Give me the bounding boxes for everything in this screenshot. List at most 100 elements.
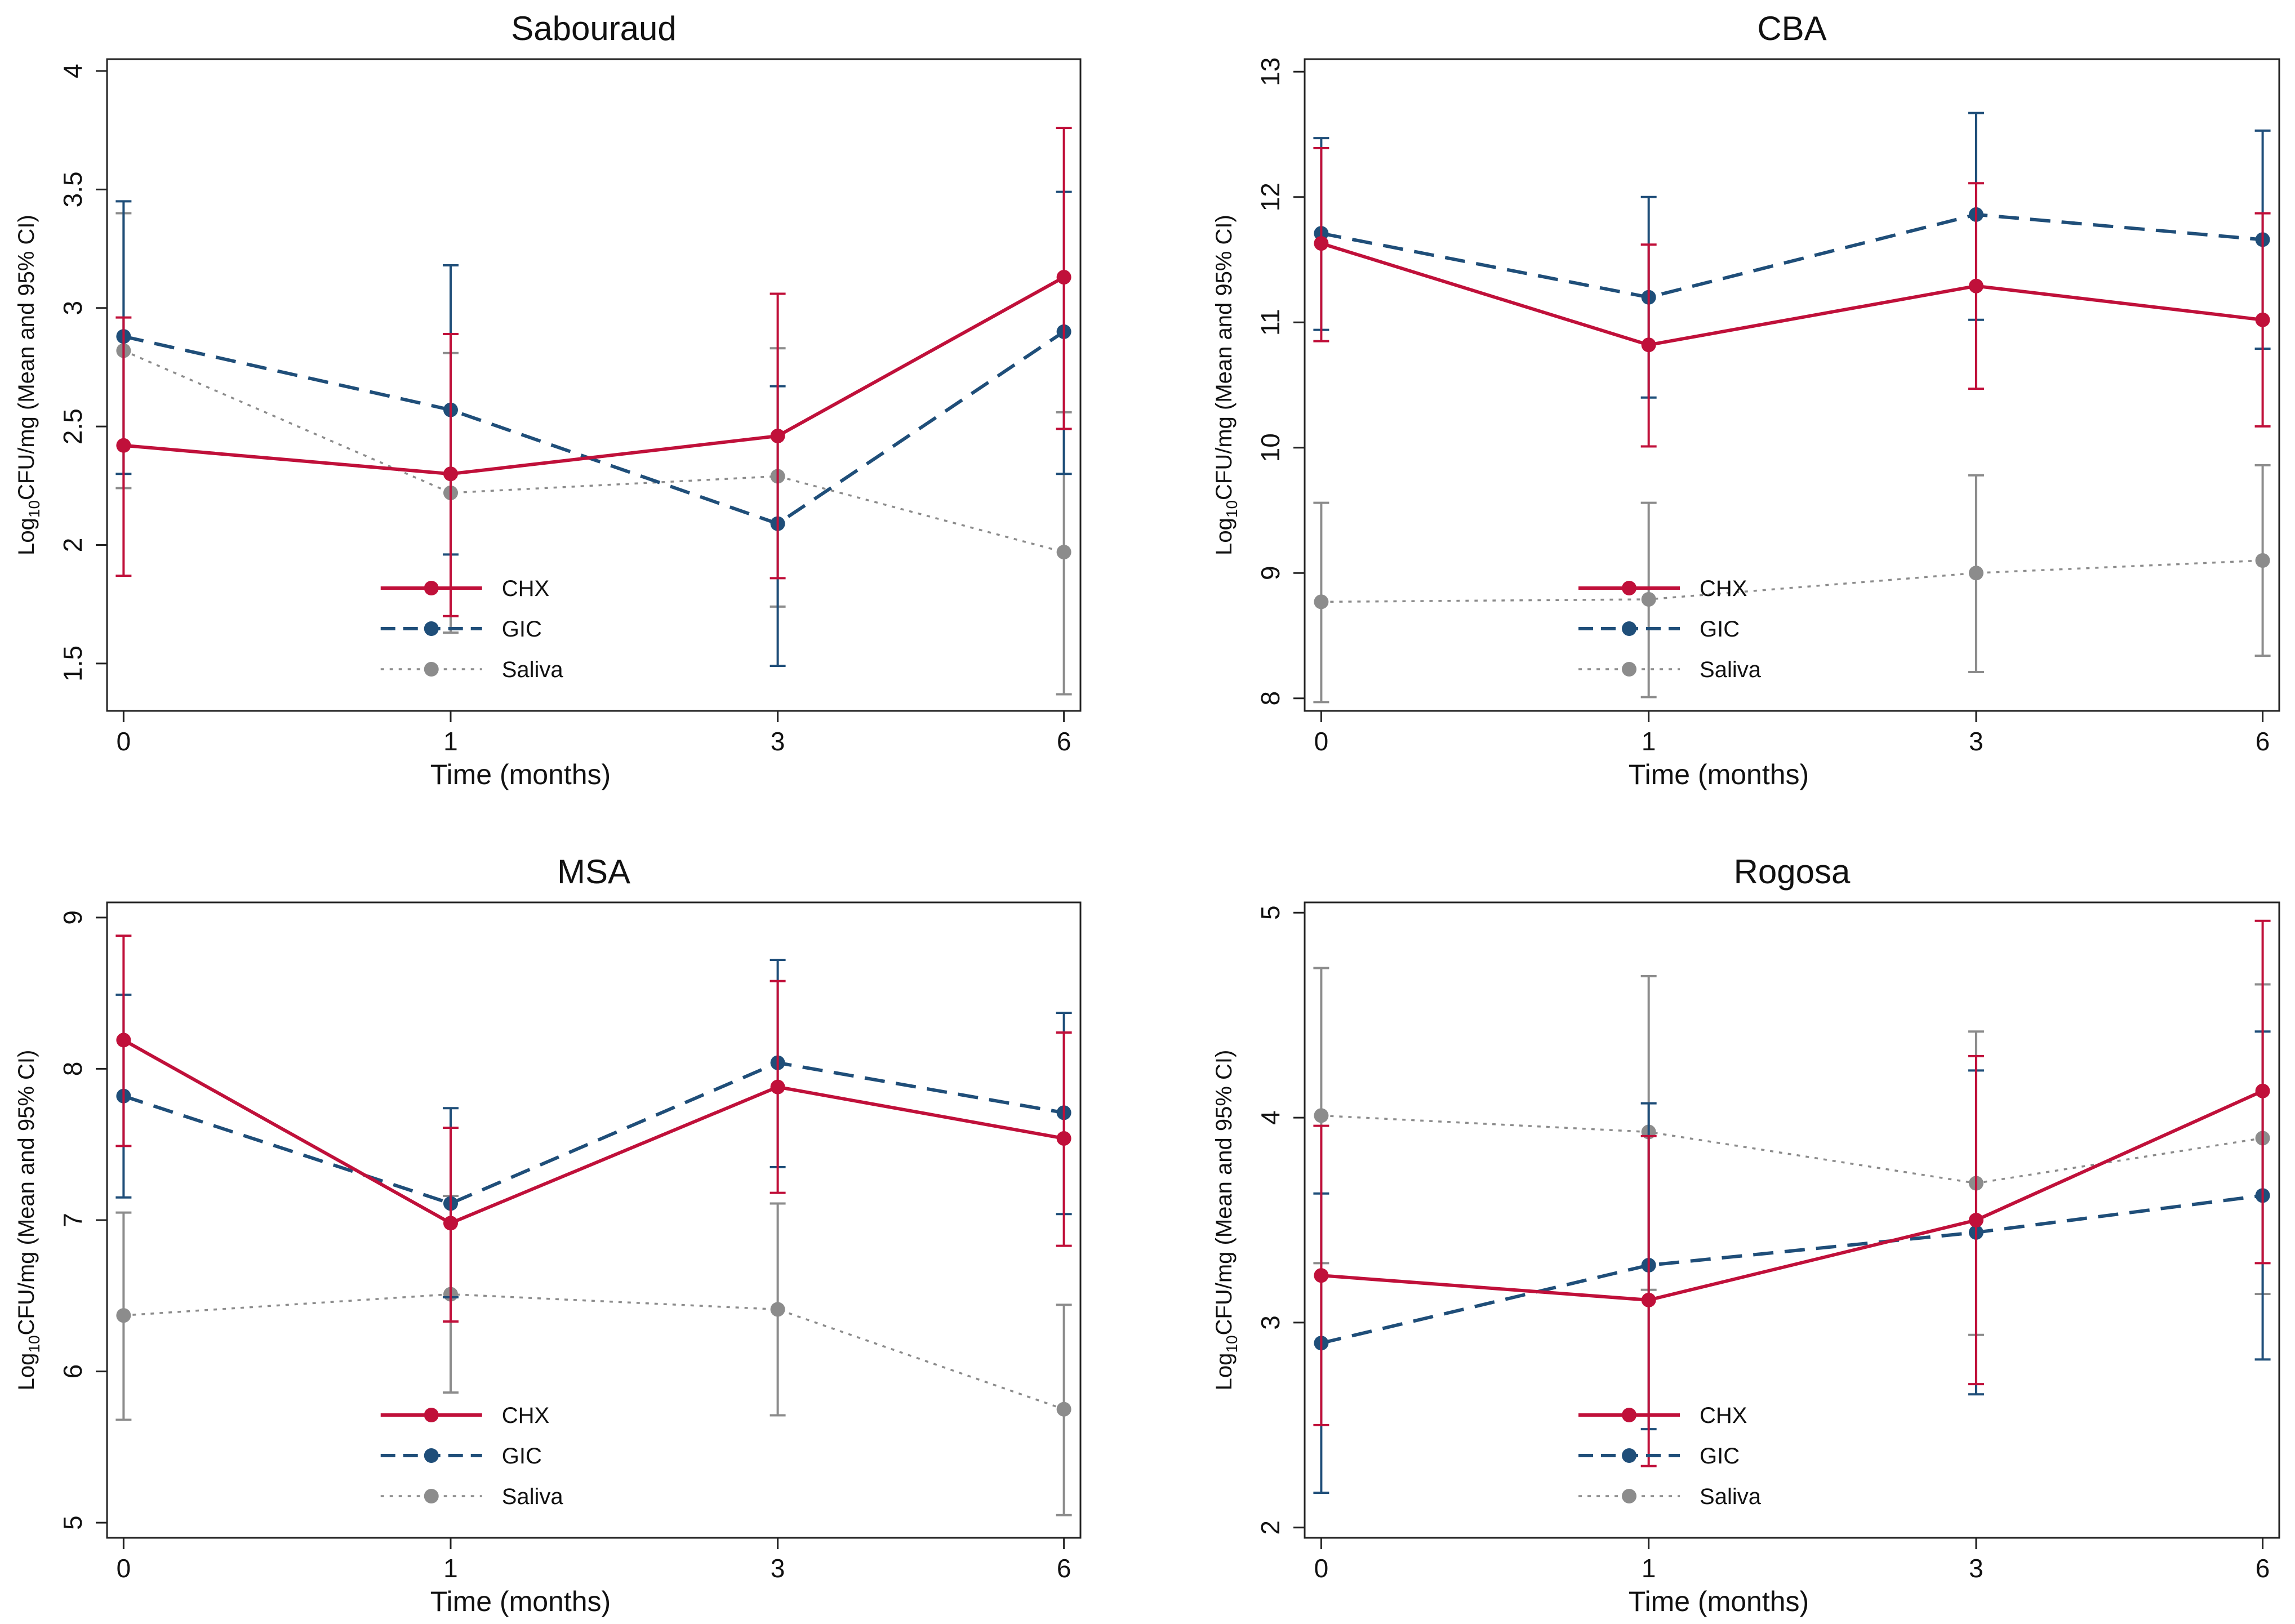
x-axis-label: Time (months)	[430, 759, 611, 790]
point-saliva-t0	[1314, 594, 1329, 609]
chart-title: MSA	[557, 853, 630, 891]
point-chx-t1	[1641, 337, 1656, 353]
series-line-chx	[1321, 1089, 2263, 1302]
series-chx	[1313, 919, 2271, 1467]
legend-label-gic: GIC	[502, 1444, 542, 1469]
x-tick-label: 6	[2256, 727, 2270, 756]
series-line-saliva	[123, 1293, 1065, 1411]
x-tick-label: 0	[1314, 727, 1329, 756]
y-tick-label: 4	[1256, 1110, 1285, 1125]
point-chx-t3	[770, 1079, 785, 1094]
series-line-saliva	[1321, 559, 2263, 603]
plot-frame	[106, 58, 1082, 712]
legend-label-saliva: Saliva	[1700, 657, 1762, 682]
y-axis-label-suffix: CFU/mg (Mean and 95% CI)	[14, 1050, 39, 1336]
x-tick-label: 6	[1057, 1554, 1071, 1583]
y-tick-label: 4	[58, 64, 87, 78]
legend: CHX GIC Saliva	[380, 1403, 564, 1509]
legend: CHX GIC Saliva	[1578, 576, 1762, 682]
x-tick-label: 1	[1642, 727, 1656, 756]
y-tick-label: 3.5	[58, 171, 87, 207]
series-gic	[1313, 1030, 2271, 1494]
x-tick-label: 3	[771, 727, 785, 756]
point-saliva-t6	[1056, 1401, 1071, 1417]
y-axis-label-suffix: CFU/mg (Mean and 95% CI)	[1212, 1050, 1237, 1336]
x-tick-label: 1	[443, 727, 458, 756]
x-axis-label: Time (months)	[1629, 759, 1809, 790]
x-tick-label: 1	[1642, 1554, 1656, 1583]
point-chx-t1	[443, 466, 458, 482]
point-saliva-t3	[770, 1302, 785, 1317]
series-saliva	[115, 212, 1072, 696]
point-chx-t6	[1056, 1131, 1071, 1146]
y-tick-label: 3	[58, 301, 87, 315]
legend-label-chx: CHX	[502, 1403, 549, 1428]
x-tick-label: 0	[117, 1554, 131, 1583]
plot-frame	[106, 901, 1082, 1539]
x-axis-label: Time (months)	[1629, 1586, 1809, 1617]
legend-label-chx: CHX	[502, 576, 549, 601]
y-axis-label-subscript: 10	[1223, 500, 1240, 518]
y-axis-label-prefix: Log	[14, 518, 39, 555]
series-line-gic	[123, 330, 1065, 526]
legend: CHX GIC Saliva	[380, 576, 564, 682]
point-saliva-t6	[2255, 553, 2270, 568]
legend: CHX GIC Saliva	[1578, 1403, 1762, 1509]
series-line-saliva	[1321, 1114, 2263, 1185]
point-saliva-t6	[1056, 545, 1071, 560]
legend-label-gic: GIC	[1700, 1444, 1740, 1469]
x-tick-label: 6	[2256, 1554, 2270, 1583]
y-tick-label: 13	[1256, 57, 1285, 86]
y-axis-label: Log10CFU/mg (Mean and 95% CI)	[14, 1050, 43, 1391]
point-chx-t6	[2255, 1083, 2270, 1098]
panel-msa: MSA 5 6 7 8 9 Log10CFU/mg (Mean and 95% CI) 0 1 3…	[14, 853, 1082, 1617]
series-line-gic	[123, 1061, 1065, 1205]
y-axis-label: Log10CFU/mg (Mean and 95% CI)	[1212, 1050, 1240, 1391]
y-axis-label-prefix: Log	[1212, 518, 1237, 555]
y-tick-label: 11	[1256, 309, 1285, 336]
point-chx-t3	[1968, 1213, 1983, 1227]
legend-marker-gic	[1622, 1448, 1637, 1463]
legend-marker-gic	[1622, 621, 1637, 636]
chart-title: CBA	[1757, 10, 1826, 47]
legend-marker-gic	[424, 1448, 439, 1463]
x-tick-label: 0	[117, 727, 131, 756]
legend-marker-chx	[1622, 1408, 1637, 1422]
point-chx-t6	[2255, 312, 2270, 327]
x-axis-label: Time (months)	[430, 1586, 611, 1617]
series-chx	[1313, 146, 2271, 448]
legend-label-chx: CHX	[1700, 576, 1747, 601]
series-line-chx	[1320, 242, 2263, 347]
legend-label-saliva: Saliva	[1700, 1484, 1762, 1509]
x-tick-label: 3	[1969, 1554, 1983, 1583]
point-saliva-t0	[1314, 1108, 1329, 1123]
series-saliva	[1313, 464, 2271, 704]
series-line-gic	[1320, 1194, 2263, 1345]
legend-marker-chx	[1622, 581, 1637, 595]
legend-label-saliva: Saliva	[502, 657, 564, 682]
y-tick-label: 2	[58, 538, 87, 553]
y-axis-label-suffix: CFU/mg (Mean and 95% CI)	[1212, 215, 1237, 500]
legend-label-chx: CHX	[1700, 1403, 1747, 1428]
legend-label-saliva: Saliva	[502, 1484, 564, 1509]
y-axis-label-subscript: 10	[25, 1335, 43, 1352]
point-chx-t6	[1056, 270, 1071, 285]
y-axis-label-prefix: Log	[14, 1353, 39, 1391]
series-line-chx	[122, 1038, 1065, 1225]
series-line-chx	[123, 275, 1065, 476]
legend-marker-saliva	[424, 662, 439, 677]
y-tick-label: 7	[58, 1213, 87, 1227]
x-tick-label: 6	[1057, 727, 1071, 756]
y-axis-label: Log10CFU/mg (Mean and 95% CI)	[1212, 215, 1240, 555]
y-axis-label-subscript: 10	[1223, 1335, 1240, 1352]
y-tick-label: 8	[58, 1062, 87, 1076]
point-chx-t1	[1641, 1292, 1656, 1307]
x-tick-label: 1	[443, 1554, 458, 1583]
series-chx	[115, 127, 1072, 617]
legend-label-gic: GIC	[502, 617, 542, 642]
y-tick-label: 12	[1256, 183, 1285, 211]
series-line-saliva	[123, 349, 1065, 553]
y-axis-label-subscript: 10	[25, 500, 43, 518]
y-tick-label: 1.5	[58, 646, 87, 682]
y-tick-label: 9	[58, 910, 87, 925]
